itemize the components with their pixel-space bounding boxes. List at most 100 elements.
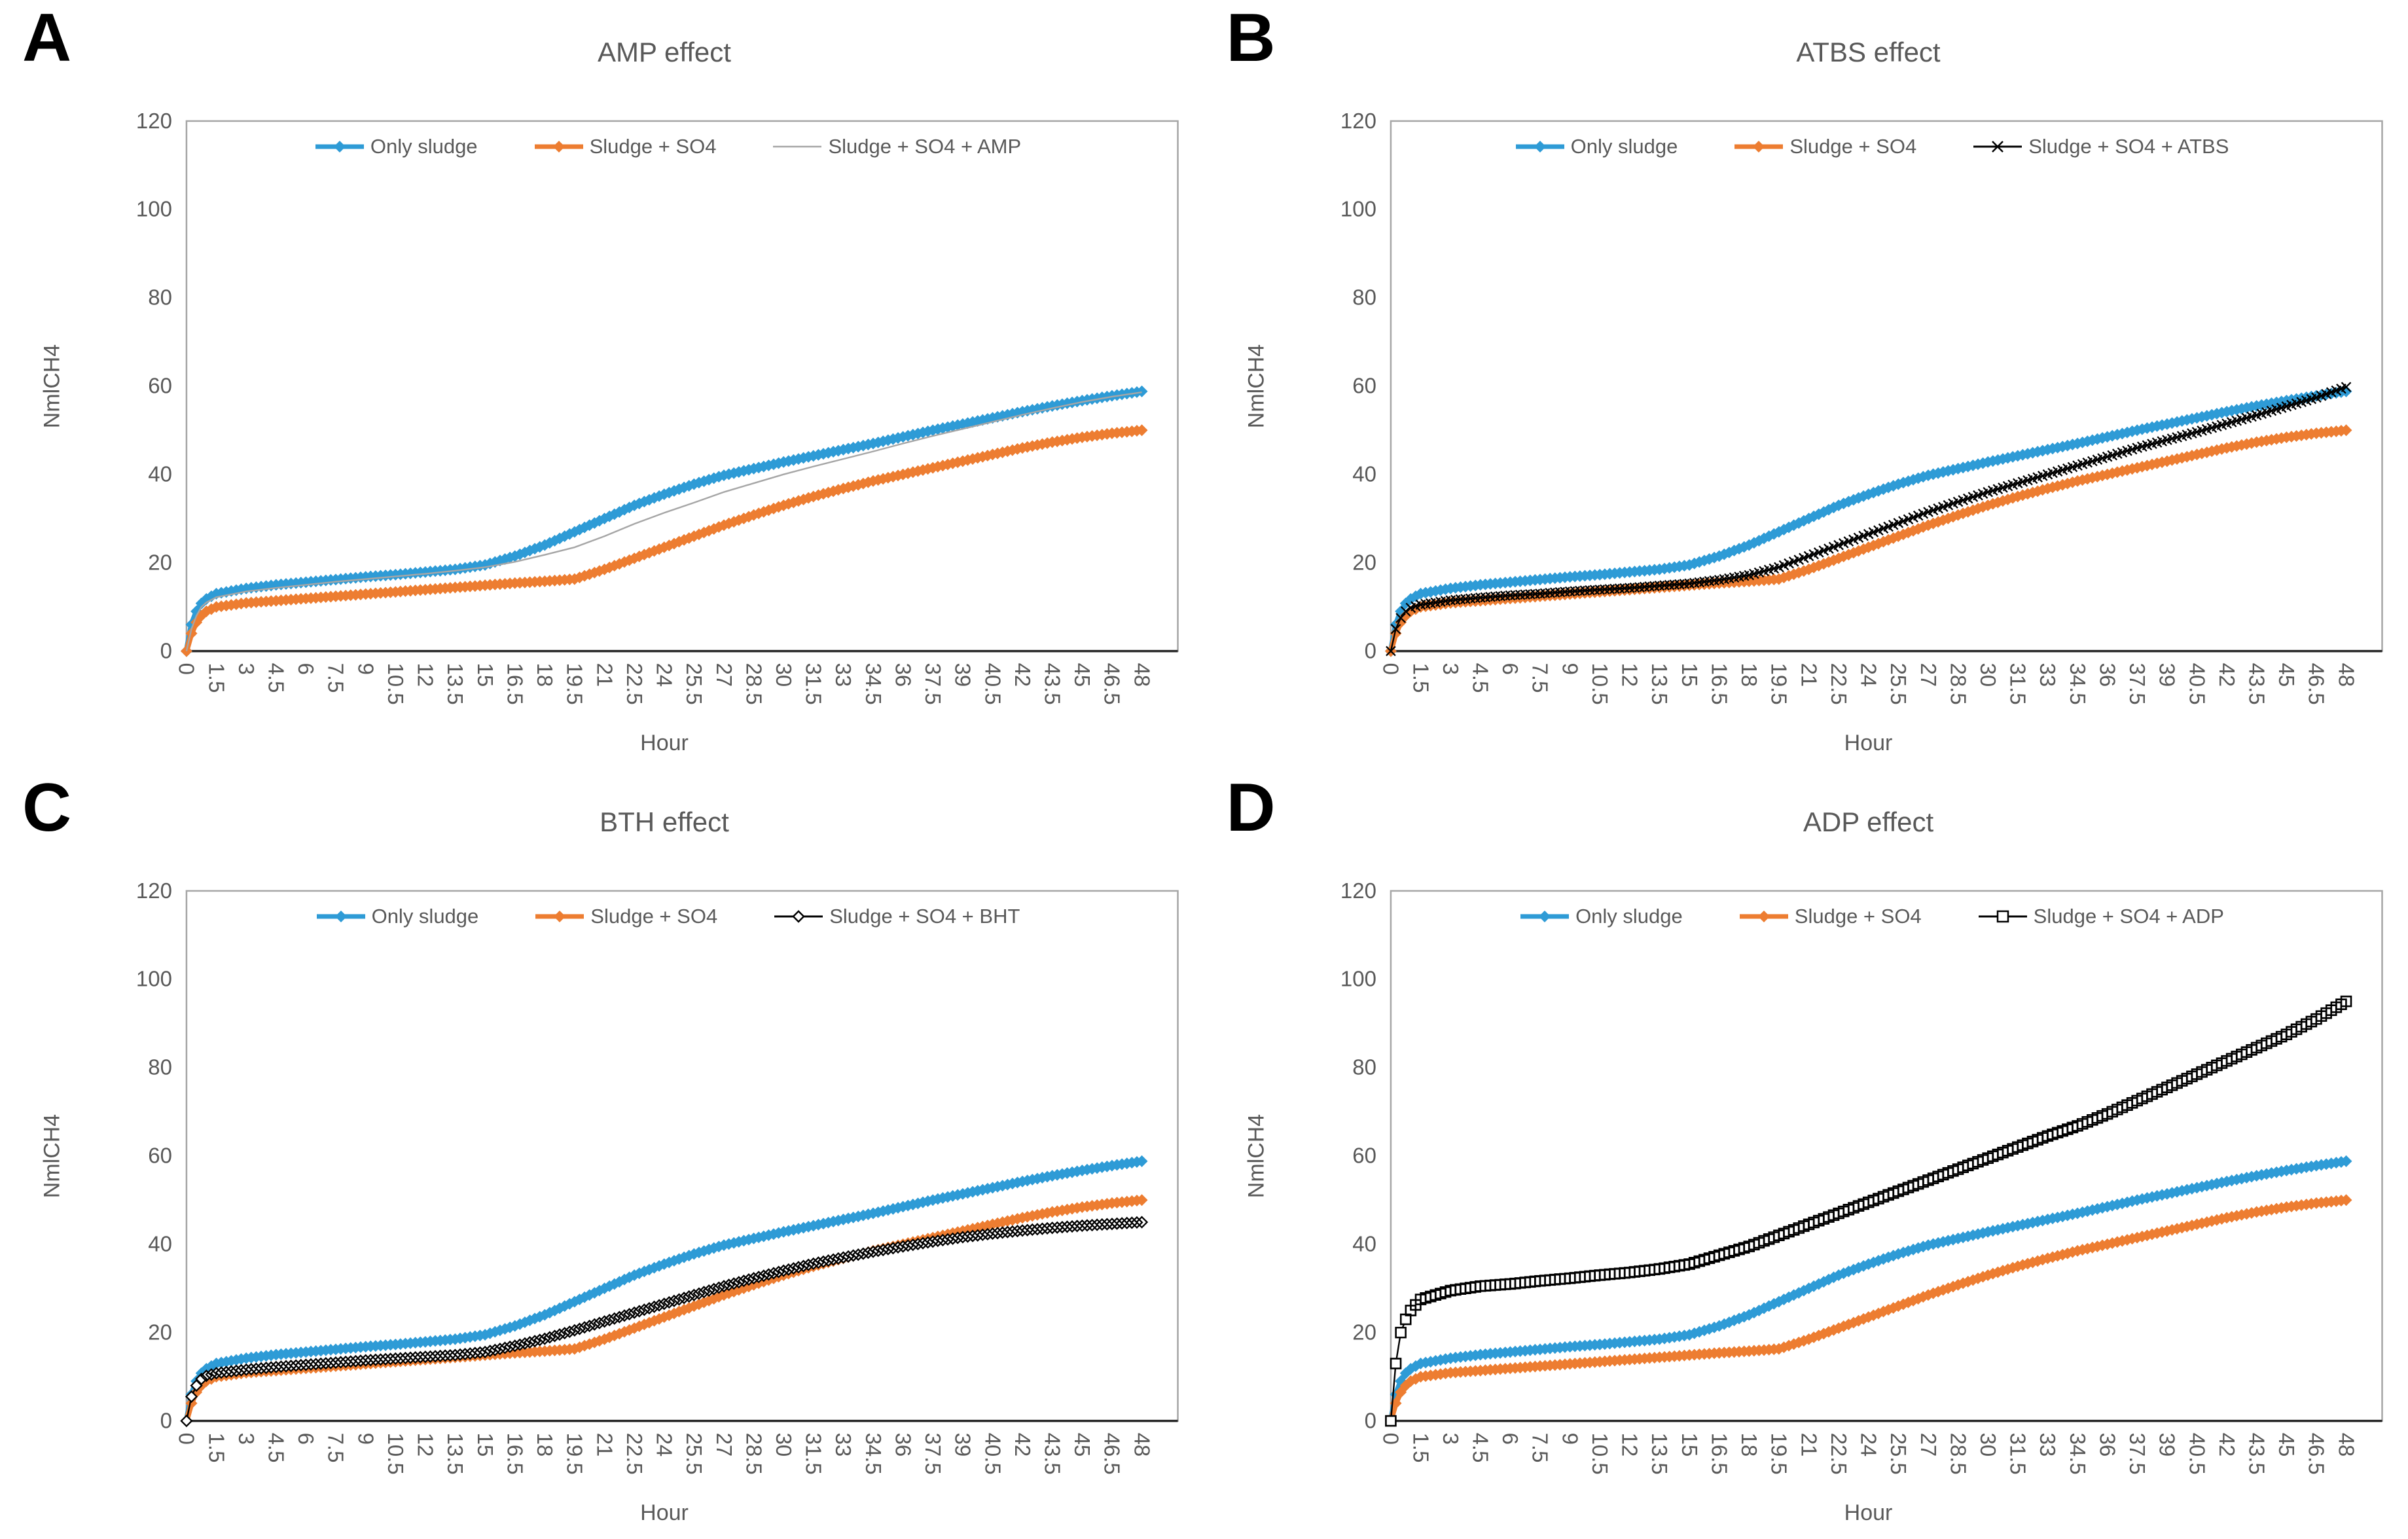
y-tick-label: 120 xyxy=(1340,878,1376,902)
x-tick-label: 24 xyxy=(653,663,677,687)
panel-b: 0 20 40 60 80 100 120 0 1.5 3 4.5 6 7.5 9 10.5 12 13.5 15… xyxy=(1204,0,2408,770)
panel-letter-b: B xyxy=(1226,0,1276,76)
x-tick-label: 15 xyxy=(1677,663,1701,687)
x-tick-label: 39 xyxy=(2155,663,2179,687)
y-tick-label: 60 xyxy=(148,1143,172,1167)
legend-marker-x-marker xyxy=(1973,141,2022,153)
x-tick-label: 18 xyxy=(533,663,557,687)
x-tick-label: 10.5 xyxy=(1588,1432,1612,1474)
legend-marker-open-diamond xyxy=(774,909,823,923)
y-tick-label: 40 xyxy=(148,1231,172,1256)
x-tick-label: 7.5 xyxy=(324,663,348,693)
x-tick-label: 19.5 xyxy=(1767,663,1791,705)
legend-item: Sludge + SO4 xyxy=(534,905,717,928)
x-tick-label: 4.5 xyxy=(264,663,289,693)
x-tick-label: 10.5 xyxy=(1588,663,1612,705)
series-markers-diamond xyxy=(180,385,1148,657)
x-tick-label: 31.5 xyxy=(2005,1432,2030,1474)
x-tick-label: 42 xyxy=(1011,663,1035,687)
y-tick-label: 20 xyxy=(1352,1320,1376,1344)
x-tick-label: 12 xyxy=(414,663,438,687)
y-tick-label: 80 xyxy=(148,285,172,310)
x-tick-label: 19.5 xyxy=(563,1432,587,1474)
x-tick-label: 31.5 xyxy=(802,663,826,705)
x-tick-label: 1.5 xyxy=(204,1432,228,1462)
x-tick-label: 21 xyxy=(592,663,617,687)
legend-marker-thick-diamond xyxy=(1734,141,1784,153)
series-markers-x xyxy=(1385,382,2351,657)
x-tick-label: 43.5 xyxy=(2244,1432,2269,1474)
x-tick-label: 18 xyxy=(1737,663,1761,687)
y-tick-label: 120 xyxy=(136,109,172,133)
chart-title-bth: BTH effect xyxy=(600,806,729,837)
y-tick-label: 120 xyxy=(136,878,172,902)
x-tick-label: 40.5 xyxy=(2185,1432,2209,1474)
legend-item: Only sludge xyxy=(315,905,478,928)
x-tick-label: 36 xyxy=(891,663,915,687)
x-axis-label: Hour xyxy=(1844,731,1893,755)
x-tick-label: 10.5 xyxy=(384,1432,408,1474)
x-tick-label: 19.5 xyxy=(1767,1432,1791,1474)
y-axis-label: NmlCH4 xyxy=(39,344,65,429)
x-tick-label: 48 xyxy=(2334,663,2358,687)
x-tick-label: 22.5 xyxy=(1826,1432,1850,1474)
y-tick-label: 0 xyxy=(160,1408,172,1432)
y-tick-label: 100 xyxy=(1340,197,1376,221)
x-tick-label: 6 xyxy=(1498,1432,1522,1444)
panel-letter-c: C xyxy=(22,769,72,846)
y-tick-label: 0 xyxy=(1364,638,1376,662)
x-tick-label: 0 xyxy=(1378,663,1403,675)
legend-label: Sludge + SO4 + ATBS xyxy=(2028,135,2229,158)
y-axis-label: NmlCH4 xyxy=(1244,1114,1268,1198)
series-markers-diamond xyxy=(180,424,1148,657)
x-tick-label: 40.5 xyxy=(980,1432,1005,1474)
series-markers-diamond xyxy=(180,1155,1148,1427)
y-axis-label: NmlCH4 xyxy=(1244,344,1268,429)
x-tick-label: 48 xyxy=(1130,663,1154,687)
series-markers-diamond xyxy=(1384,385,2352,657)
legend-label: Only sludge xyxy=(1570,135,1678,158)
x-tick-label: 9 xyxy=(1558,1432,1582,1444)
legend-marker-thick-diamond xyxy=(315,141,364,153)
legend-panel-a: Only sludge Sludge + SO4 Sludge + SO4 + AM… xyxy=(196,135,1139,158)
x-tick-label: 6 xyxy=(1498,663,1522,675)
x-tick-label: 0 xyxy=(175,1432,199,1444)
legend-item: Sludge + SO4 + AMP xyxy=(772,135,1021,158)
plot-frame xyxy=(185,120,1179,652)
y-tick-label: 20 xyxy=(148,1320,172,1344)
plot-frame xyxy=(1390,120,2383,652)
x-tick-label: 46.5 xyxy=(2304,1432,2328,1474)
x-tick-label: 33 xyxy=(831,663,855,687)
series-line xyxy=(183,427,1142,652)
legend-label: Only sludge xyxy=(370,135,478,158)
x-tick-label: 1.5 xyxy=(204,663,228,693)
x-tick-label: 7.5 xyxy=(1528,663,1552,693)
x-tick-label: 36 xyxy=(891,1432,915,1457)
x-tick-label: 37.5 xyxy=(2125,1432,2149,1474)
x-tick-label: 33 xyxy=(2036,663,2060,687)
x-tick-label: 3 xyxy=(1438,1432,1462,1444)
legend-label: Sludge + SO4 + AMP xyxy=(828,135,1022,158)
x-tick-label: 0 xyxy=(1378,1432,1403,1444)
legend-item: Sludge + SO4 + ATBS xyxy=(1972,135,2229,158)
x-tick-label: 16.5 xyxy=(1707,663,1731,705)
x-tick-label: 3 xyxy=(1438,663,1462,675)
panel-d: 0 20 40 60 80 100 120 0 1.5 3 4.5 6 7.5 9 10.5 12 13.5 15… xyxy=(1204,770,2408,1539)
x-tick-label: 46.5 xyxy=(2304,663,2328,705)
x-tick-label: 3 xyxy=(234,663,259,675)
x-tick-label: 42 xyxy=(2214,1432,2238,1457)
legend-panel-d: Only sludge Sludge + SO4 Sludge + SO4 + AD… xyxy=(1401,905,2343,928)
x-tick-label: 21 xyxy=(592,1432,617,1457)
x-tick-label: 43.5 xyxy=(2244,663,2269,705)
x-axis-label: Hour xyxy=(640,731,689,755)
x-tick-label: 7.5 xyxy=(1528,1432,1552,1462)
x-tick-label: 43.5 xyxy=(1040,1432,1064,1474)
legend-item: Sludge + SO4 xyxy=(1738,905,1922,928)
x-tick-label: 13.5 xyxy=(1647,663,1672,705)
legend-item: Only sludge xyxy=(1519,905,1683,928)
x-tick-label: 34.5 xyxy=(2065,663,2089,705)
x-tick-label: 39 xyxy=(2155,1432,2179,1457)
x-tick-label: 22.5 xyxy=(622,663,647,705)
